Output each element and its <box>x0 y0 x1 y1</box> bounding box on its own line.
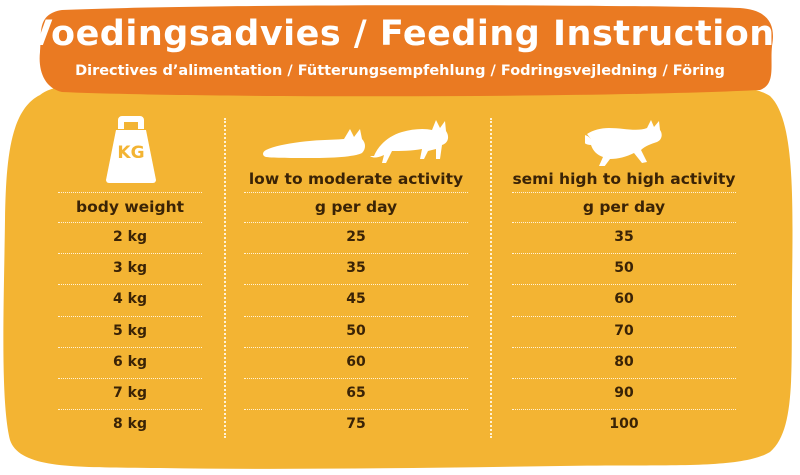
row-separator <box>244 378 468 379</box>
resting-cats-icon <box>263 120 449 163</box>
row-separator <box>244 284 468 286</box>
row-separator <box>512 409 736 411</box>
orange-banner <box>39 5 773 97</box>
low-activity-grams-cell: 75 <box>346 416 366 433</box>
body-weight-cell: 7 kg <box>113 385 147 401</box>
column-subheader-high-activity: g per day <box>582 198 666 216</box>
high-activity-grams-cell: 60 <box>614 291 634 308</box>
row-separator <box>512 378 736 379</box>
yellow-card <box>3 82 793 469</box>
row-separator <box>58 315 202 317</box>
row-separator <box>58 192 202 193</box>
high-activity-grams-cell: 80 <box>614 353 634 370</box>
row-separator <box>512 253 736 255</box>
row-separator <box>244 253 468 255</box>
column-header-high-activity: semi high to high activity <box>512 170 736 188</box>
column-header-low-activity: low to moderate activity <box>248 170 464 188</box>
row-separator <box>58 284 202 286</box>
column-subheader-low-activity: g per day <box>314 198 398 216</box>
page-title: Voedingsadvies / Feeding Instruction <box>25 14 775 54</box>
row-separator <box>58 346 202 348</box>
high-activity-grams-cell: 50 <box>614 260 634 277</box>
running-cat-icon <box>585 120 662 166</box>
body-weight-cell: 5 kg <box>113 322 147 339</box>
row-separator <box>512 315 736 317</box>
row-separator <box>244 222 468 223</box>
low-activity-grams-cell: 65 <box>346 385 366 401</box>
body-weight-cell: 4 kg <box>113 291 147 308</box>
high-activity-grams-cell: 35 <box>614 229 634 245</box>
body-weight-cell: 8 kg <box>113 416 147 433</box>
column-header-body-weight: body weight <box>75 198 185 216</box>
weight-icon-label: KG <box>117 143 145 163</box>
kg-weight-icon <box>106 116 156 183</box>
low-activity-grams-cell: 25 <box>346 229 366 245</box>
body-weight-cell: 3 kg <box>113 260 147 277</box>
row-separator <box>244 409 468 411</box>
column-divider <box>224 118 226 438</box>
low-activity-grams-cell: 50 <box>346 322 366 339</box>
page-subtitle: Directives d’alimentation / Fütterungsem… <box>75 63 725 79</box>
row-separator <box>512 346 736 348</box>
high-activity-grams-cell: 70 <box>614 322 634 339</box>
row-separator <box>244 192 468 193</box>
row-separator <box>244 315 468 317</box>
body-weight-cell: 2 kg <box>113 229 147 245</box>
high-activity-grams-cell: 100 <box>609 416 639 433</box>
high-activity-grams-cell: 90 <box>614 385 634 401</box>
row-separator <box>58 253 202 255</box>
row-separator <box>512 222 736 223</box>
low-activity-grams-cell: 45 <box>346 291 366 308</box>
row-separator <box>58 409 202 411</box>
column-divider <box>490 118 492 438</box>
row-separator <box>244 346 468 348</box>
row-separator <box>58 222 202 223</box>
row-separator <box>512 192 736 193</box>
low-activity-grams-cell: 35 <box>346 260 366 277</box>
low-activity-grams-cell: 60 <box>346 353 366 370</box>
row-separator <box>512 284 736 286</box>
row-separator <box>58 378 202 379</box>
body-weight-cell: 6 kg <box>113 353 147 370</box>
